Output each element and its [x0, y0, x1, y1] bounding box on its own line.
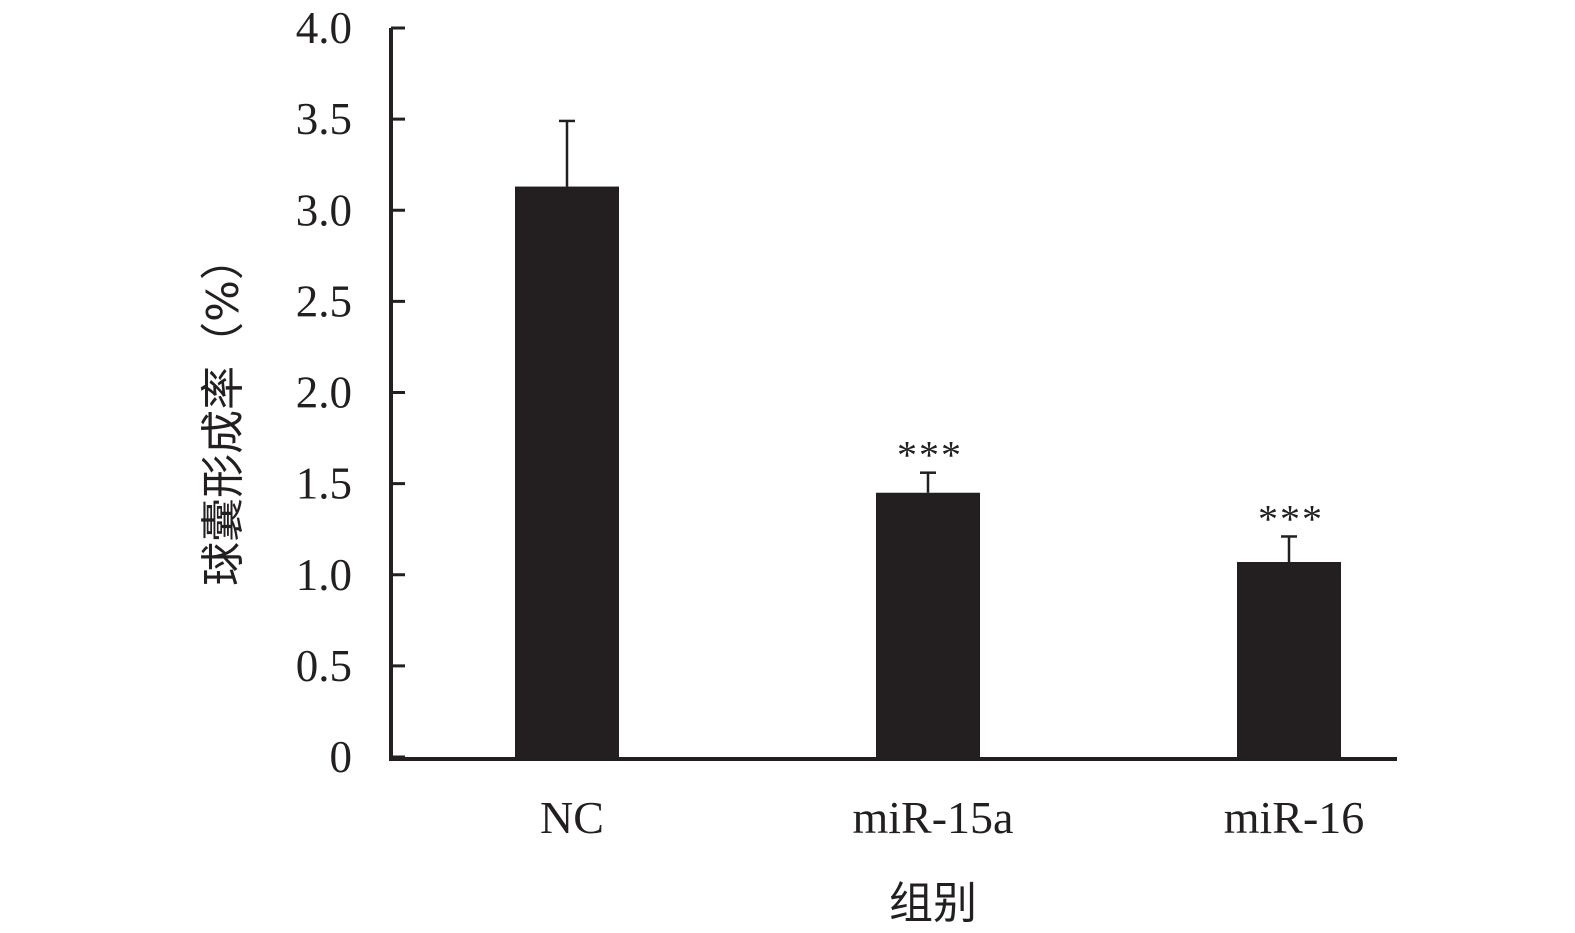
- x-category-label: miR-15a: [853, 792, 1014, 843]
- x-category-label: NC: [540, 792, 604, 843]
- significance-label-mir-15a: ***: [897, 433, 963, 478]
- bar-mir-16: [1237, 561, 1341, 757]
- x-categories-group: NC miR-15a miR-16: [540, 792, 1364, 843]
- y-tick-label: 4.0: [296, 3, 352, 53]
- x-axis-title: 组别: [889, 878, 977, 929]
- significance-label-mir-16: ***: [1258, 496, 1324, 541]
- y-tick-label: 1.0: [296, 550, 352, 600]
- y-tick-label: 3.0: [296, 185, 352, 235]
- y-tick-label: 2.5: [296, 276, 352, 326]
- y-tick-label: 0.5: [296, 641, 352, 691]
- y-ticks-group: 0 0.5 1.0 1.5 2.0 2.5 3.0 3.5 4.0: [296, 3, 405, 782]
- error-bars-group: [559, 119, 1297, 562]
- y-tick-label: 2.0: [296, 368, 352, 418]
- x-category-label: miR-16: [1224, 792, 1365, 843]
- bar-mir-15a: [876, 492, 980, 757]
- bar-nc: [515, 186, 619, 757]
- y-tick-label: 3.5: [296, 94, 352, 144]
- y-tick-label: 1.5: [296, 459, 352, 509]
- bars-group: [515, 186, 1341, 757]
- significance-group: *** ***: [897, 433, 1324, 542]
- y-axis-title: 球囊形成率（%）: [198, 236, 249, 586]
- y-tick-label: 0: [330, 732, 353, 782]
